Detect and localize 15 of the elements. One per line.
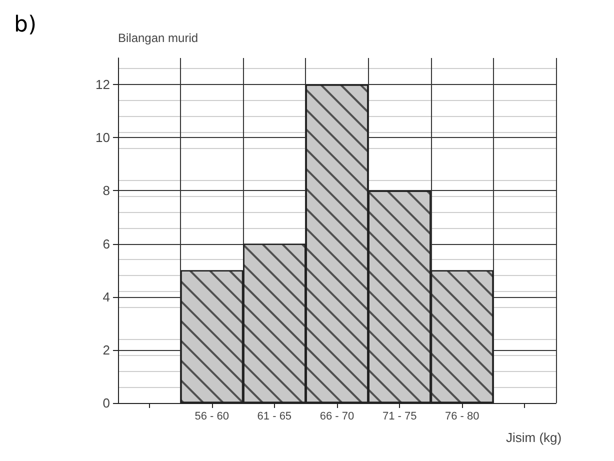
text: b): [14, 12, 37, 38]
x-tick-label: 56 - 60: [194, 410, 229, 422]
y-tick-label: 8: [102, 183, 110, 198]
x-axis-title: Jisim (kg): [506, 430, 562, 445]
y-tick-label: 2: [102, 342, 110, 358]
y-axis-title: Bilangan murid: [118, 31, 198, 45]
x-tick-label: 66 - 70: [320, 410, 354, 422]
y-tick-label: 0: [102, 396, 110, 410]
y-tick-label: 4: [102, 289, 110, 304]
y-tick-label: 10: [96, 130, 110, 146]
x-tick-label: 61 - 65: [257, 410, 292, 422]
y-tick-label: 12: [96, 77, 110, 92]
y-tick-label: 6: [102, 236, 110, 252]
x-tick-label: 71 - 75: [382, 410, 417, 422]
x-tick-label: 76 - 80: [445, 410, 480, 422]
